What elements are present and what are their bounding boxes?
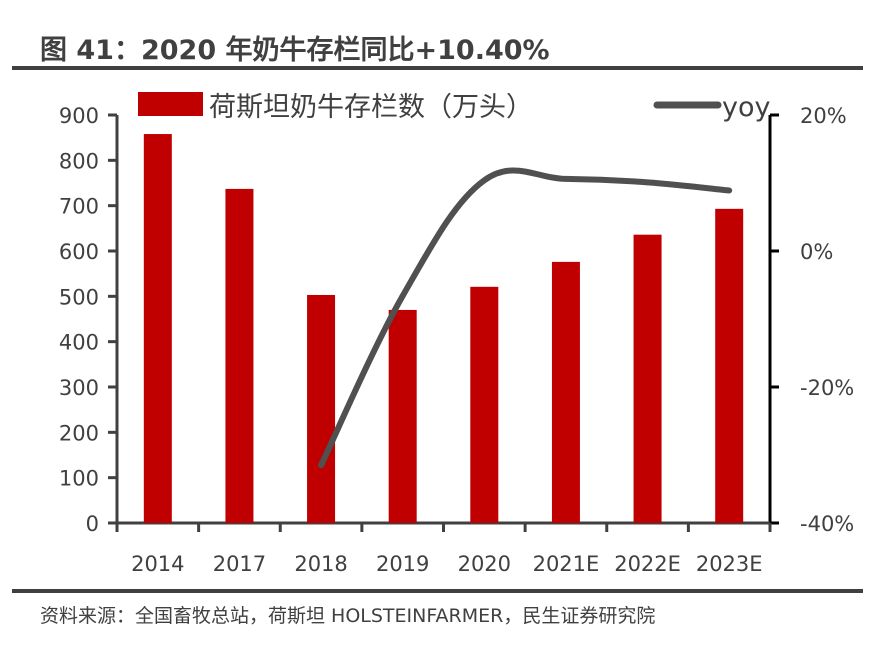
bar xyxy=(388,309,417,523)
left-axis: 0 100 200 300 400 500 600 700 800 900 xyxy=(59,104,119,536)
bar xyxy=(715,208,744,523)
legend-bar-label: 荷斯坦奶牛存栏数（万头） xyxy=(209,92,533,123)
right-axis-tick-label: -20% xyxy=(800,376,854,400)
bar xyxy=(633,234,662,523)
right-axis-tick-label: 0% xyxy=(800,240,833,264)
bar xyxy=(470,286,499,523)
legend-line-label: yoy xyxy=(722,92,770,123)
bar xyxy=(225,188,254,524)
source-note: 资料来源：全国畜牧总站，荷斯坦 HOLSTEINFARMER，民生证券研究院 xyxy=(40,605,656,627)
yoy-line xyxy=(318,167,733,469)
left-axis-tick-label: 300 xyxy=(59,376,99,400)
x-axis-tick-label: 2020 xyxy=(458,552,511,576)
chart-title: 图 41：2020 年奶牛存栏同比+10.40% xyxy=(40,35,550,66)
x-axis-tick-label: 2019 xyxy=(376,552,429,576)
legend: 荷斯坦奶牛存栏数（万头） yoy xyxy=(138,92,770,123)
left-axis-tick-label: 200 xyxy=(59,421,99,445)
x-axis: 2014 2017 2018 2019 2020 2021E 2022E 2023E xyxy=(108,521,772,576)
source-divider xyxy=(12,589,863,593)
title-divider xyxy=(12,66,863,70)
right-axis: -40% -20% 0% 20% xyxy=(768,104,854,536)
right-axis-tick-label: 20% xyxy=(800,104,847,128)
yoy-line-series xyxy=(318,167,733,469)
left-axis-tick-label: 900 xyxy=(59,104,99,128)
left-axis-tick-label: 400 xyxy=(59,331,99,355)
bar xyxy=(551,261,580,523)
x-axis-tick-label: 2022E xyxy=(614,552,681,576)
right-axis-tick-label: -40% xyxy=(800,512,854,536)
x-axis-tick-label: 2017 xyxy=(213,552,266,576)
left-axis-tick-label: 500 xyxy=(59,285,99,309)
bar xyxy=(307,294,336,523)
x-axis-tick-label: 2014 xyxy=(131,552,184,576)
x-axis-tick-label: 2023E xyxy=(696,552,763,576)
left-axis-tick-label: 100 xyxy=(59,467,99,491)
legend-bar-swatch xyxy=(138,92,203,116)
bar xyxy=(143,134,172,524)
left-axis-tick-label: 800 xyxy=(59,149,99,173)
left-axis-tick-label: 700 xyxy=(59,195,99,219)
x-axis-tick-label: 2018 xyxy=(294,552,347,576)
left-axis-tick-label: 600 xyxy=(59,240,99,264)
x-axis-tick-label: 2021E xyxy=(533,552,600,576)
left-axis-tick-label: 0 xyxy=(86,512,99,536)
bar-series xyxy=(143,134,744,524)
